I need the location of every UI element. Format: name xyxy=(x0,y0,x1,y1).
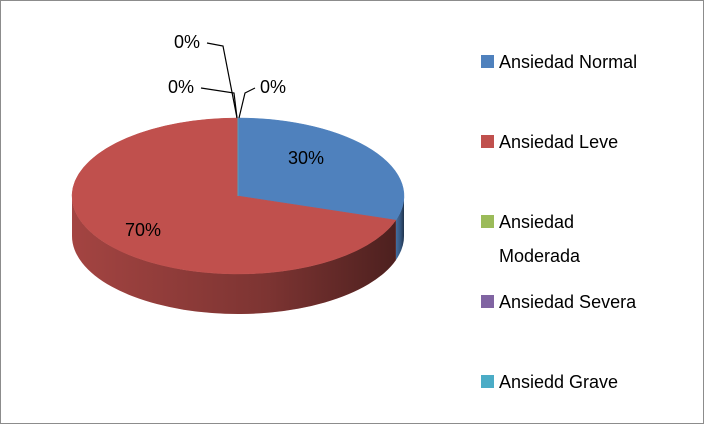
legend-label: Ansiedad Severa xyxy=(499,292,637,312)
data-label: 0% xyxy=(260,77,286,97)
leader-line xyxy=(206,42,238,119)
leader-line xyxy=(200,87,238,119)
legend-item: Ansiedad Moderada xyxy=(481,205,649,273)
slice xyxy=(71,117,397,275)
legend-swatch xyxy=(481,215,494,228)
slice xyxy=(237,117,405,221)
legend-label: Ansiedad Moderada xyxy=(499,212,581,266)
legend-item: Ansiedad Severa xyxy=(481,285,649,319)
legend-label: Ansiedad Leve xyxy=(499,132,619,152)
legend-swatch xyxy=(481,135,494,148)
leader-line xyxy=(238,87,256,119)
legend-label: Ansiedad Normal xyxy=(499,52,638,72)
legend-swatch xyxy=(481,295,494,308)
legend-swatch xyxy=(481,55,494,68)
legend-swatch xyxy=(481,375,494,388)
data-label: 0% xyxy=(174,32,200,52)
data-label: 70% xyxy=(125,220,161,240)
data-label: 0% xyxy=(168,77,194,97)
legend-label: Ansiedd Grave xyxy=(499,372,619,392)
data-label: 30% xyxy=(288,148,324,168)
legend-item: Ansiedad Leve xyxy=(481,125,649,159)
slice-side-shade xyxy=(72,196,396,314)
legend-item: Ansiedad Normal xyxy=(481,45,649,79)
legend-item: Ansiedd Grave xyxy=(481,365,649,399)
slice-side-shade xyxy=(395,196,404,261)
